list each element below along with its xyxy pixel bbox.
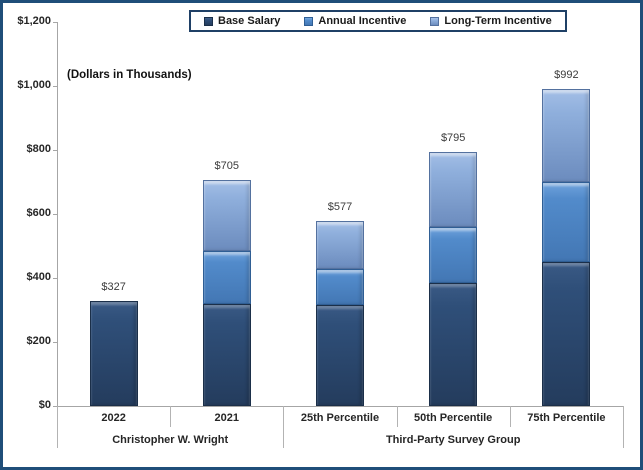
bar-segment-base-50th-percentile <box>429 282 478 406</box>
legend-item-long-term-incentive: Long-Term Incentive <box>430 15 552 27</box>
group-separator-line <box>283 406 285 448</box>
x-axis-category-label: 2021 <box>214 412 240 424</box>
bar-segment-lti-50th-percentile <box>429 151 478 227</box>
x-axis-line <box>57 406 624 407</box>
y-axis-tick-label: $600 <box>26 207 51 219</box>
y-axis-tick-label: $800 <box>26 143 51 155</box>
bar-segment-base-25th-percentile <box>316 305 364 406</box>
y-axis-tick <box>53 278 57 279</box>
category-separator-line <box>170 406 172 427</box>
bar-segment-base-2022 <box>89 301 138 406</box>
legend-label-base-salary: Base Salary <box>218 15 281 27</box>
y-axis-line <box>57 22 58 406</box>
bar-segment-annual-50th-percentile <box>429 226 478 283</box>
y-axis-tick <box>53 342 57 343</box>
bar-total-label: $705 <box>214 160 240 173</box>
x-axis-category-label: 2022 <box>101 412 126 424</box>
legend: Base Salary Annual Incentive Long-Term I… <box>189 10 567 32</box>
legend-item-base-salary: Base Salary <box>204 15 280 27</box>
x-axis-category-label: 75th Percentile <box>527 412 606 424</box>
x-axis-category-label: 25th Percentile <box>300 412 380 424</box>
legend-label-long-term-incentive: Long-Term Incentive <box>444 15 552 27</box>
y-axis-tick-label: $0 <box>38 399 51 411</box>
long-term-incentive-swatch-icon <box>430 16 440 26</box>
bar-segment-base-2021 <box>202 303 251 406</box>
legend-label-annual-incentive: Annual Incentive <box>318 15 407 27</box>
units-annotation: (Dollars in Thousands) <box>67 69 192 81</box>
bar-segment-base-75th-percentile <box>542 262 591 406</box>
bar-segment-annual-2021 <box>202 250 251 304</box>
bar-total-label: $327 <box>101 281 126 294</box>
y-axis-tick-label: $1,200 <box>17 15 51 27</box>
y-axis-tick <box>53 406 57 407</box>
bar-segment-lti-25th-percentile <box>316 221 364 270</box>
group-separator-line <box>57 406 58 448</box>
y-axis-tick <box>53 22 57 23</box>
category-separator-line <box>509 406 511 427</box>
bar-total-label: $577 <box>327 201 353 214</box>
y-axis-tick <box>53 86 57 87</box>
base-salary-swatch-icon <box>204 16 213 26</box>
x-axis-category-label: 50th Percentile <box>414 412 493 424</box>
y-axis-tick-label: $200 <box>26 335 51 347</box>
annual-incentive-swatch-icon <box>304 16 314 26</box>
bar-segment-annual-25th-percentile <box>316 269 364 306</box>
legend-item-annual-incentive: Annual Incentive <box>304 15 406 27</box>
bar-segment-annual-75th-percentile <box>542 182 591 262</box>
bar-total-label: $992 <box>554 68 579 81</box>
y-axis-tick <box>53 214 57 215</box>
y-axis-tick-label: $1,000 <box>17 79 51 91</box>
y-axis-tick-label: $400 <box>26 271 51 283</box>
bar-total-label: $795 <box>440 131 466 144</box>
category-separator-line <box>396 406 398 427</box>
group-separator-line <box>623 406 624 448</box>
y-axis-tick <box>53 150 57 151</box>
x-axis-group-label: Christopher W. Wright <box>112 434 229 446</box>
bar-segment-lti-2021 <box>202 180 251 251</box>
bar-segment-lti-75th-percentile <box>542 88 591 182</box>
x-axis-group-label: Third-Party Survey Group <box>385 434 521 446</box>
